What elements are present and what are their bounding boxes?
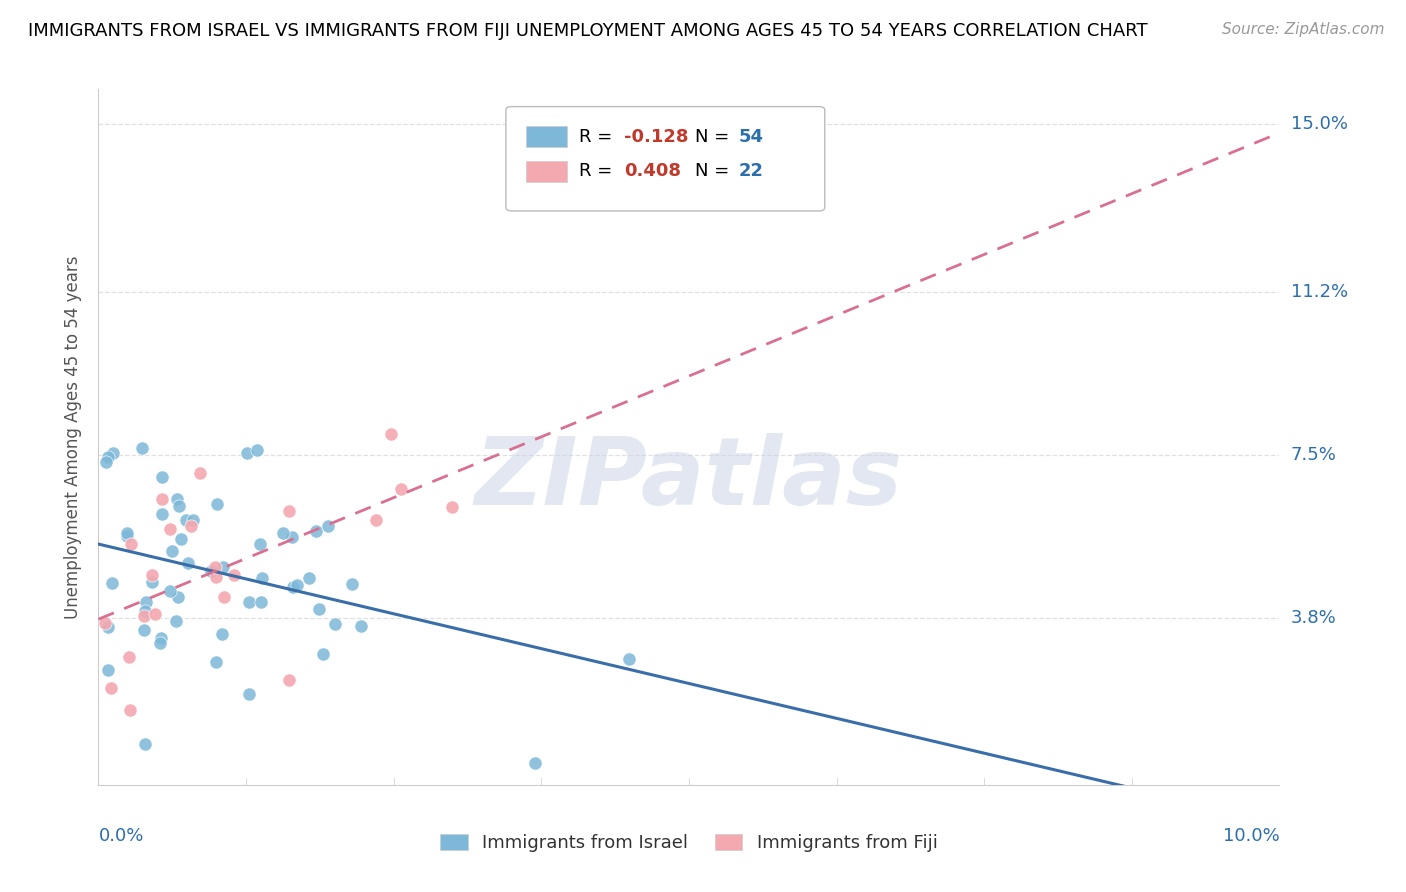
Point xyxy=(94,455,117,469)
Point xyxy=(205,570,228,584)
Point xyxy=(117,526,139,541)
Point xyxy=(350,619,373,633)
Point xyxy=(298,571,321,585)
Point xyxy=(312,648,335,662)
Point xyxy=(118,649,141,664)
Point xyxy=(97,450,120,465)
Point xyxy=(141,574,163,589)
Point xyxy=(250,595,273,609)
Point xyxy=(204,559,226,574)
Text: 3.8%: 3.8% xyxy=(1291,608,1336,626)
Point xyxy=(205,656,228,670)
FancyBboxPatch shape xyxy=(526,126,567,147)
Point xyxy=(150,492,173,507)
Point xyxy=(149,635,172,649)
Point xyxy=(160,544,183,558)
Point xyxy=(316,519,339,533)
Point xyxy=(273,525,295,540)
Y-axis label: Unemployment Among Ages 45 to 54 years: Unemployment Among Ages 45 to 54 years xyxy=(65,255,83,619)
Point xyxy=(101,576,124,591)
Text: R =: R = xyxy=(579,162,619,180)
Point xyxy=(280,530,302,544)
Point xyxy=(181,513,204,527)
Point xyxy=(131,441,153,455)
Text: IMMIGRANTS FROM ISRAEL VS IMMIGRANTS FROM FIJI UNEMPLOYMENT AMONG AGES 45 TO 54 : IMMIGRANTS FROM ISRAEL VS IMMIGRANTS FRO… xyxy=(28,22,1147,40)
Point xyxy=(188,466,211,480)
Point xyxy=(200,564,222,578)
Point xyxy=(277,504,299,518)
Point xyxy=(277,673,299,688)
Text: 54: 54 xyxy=(738,128,763,145)
Point xyxy=(134,737,156,751)
Point xyxy=(211,627,233,641)
Text: R =: R = xyxy=(579,128,619,145)
Point xyxy=(115,529,138,543)
Point xyxy=(150,507,173,521)
Point xyxy=(97,620,120,634)
Text: 15.0%: 15.0% xyxy=(1291,115,1347,134)
Legend: Immigrants from Israel, Immigrants from Fiji: Immigrants from Israel, Immigrants from … xyxy=(433,827,945,859)
Point xyxy=(132,608,155,623)
Point xyxy=(101,446,124,460)
Point xyxy=(166,492,188,507)
Point xyxy=(100,681,122,695)
Point xyxy=(238,595,260,609)
Text: ZIPatlas: ZIPatlas xyxy=(475,433,903,524)
Point xyxy=(281,580,304,594)
Text: N =: N = xyxy=(695,162,735,180)
Point xyxy=(212,590,235,604)
Point xyxy=(132,623,155,637)
Point xyxy=(308,601,330,615)
Point xyxy=(222,568,245,582)
Text: N =: N = xyxy=(695,128,735,145)
Point xyxy=(389,482,412,496)
Text: 7.5%: 7.5% xyxy=(1291,446,1337,464)
Point xyxy=(143,607,166,621)
Point xyxy=(441,500,464,515)
Point xyxy=(250,571,273,585)
Point xyxy=(246,443,269,458)
Point xyxy=(141,568,163,582)
Text: 0.408: 0.408 xyxy=(624,162,681,180)
Point xyxy=(159,522,181,536)
Point xyxy=(174,513,197,527)
Text: 11.2%: 11.2% xyxy=(1291,283,1348,301)
FancyBboxPatch shape xyxy=(506,106,825,211)
Point xyxy=(170,533,193,547)
Text: 0.0%: 0.0% xyxy=(98,827,143,845)
Point xyxy=(118,703,141,717)
Point xyxy=(523,756,546,770)
Point xyxy=(120,537,142,551)
Point xyxy=(380,427,402,442)
Point xyxy=(617,651,640,665)
Point xyxy=(167,499,190,513)
Point xyxy=(323,617,346,632)
Point xyxy=(366,513,388,527)
Text: 10.0%: 10.0% xyxy=(1223,827,1279,845)
Text: -0.128: -0.128 xyxy=(624,128,689,145)
Point xyxy=(167,590,190,604)
Text: 22: 22 xyxy=(738,162,763,180)
Point xyxy=(159,584,181,599)
Point xyxy=(207,497,229,511)
Point xyxy=(249,537,271,551)
Point xyxy=(150,469,173,483)
Point xyxy=(135,595,157,609)
Point xyxy=(94,615,117,630)
Point xyxy=(211,560,233,574)
Point xyxy=(305,524,328,538)
Text: Source: ZipAtlas.com: Source: ZipAtlas.com xyxy=(1222,22,1385,37)
Point xyxy=(149,631,172,645)
FancyBboxPatch shape xyxy=(526,161,567,182)
Point xyxy=(134,604,156,618)
Point xyxy=(236,446,259,460)
Point xyxy=(285,578,308,592)
Point xyxy=(238,687,260,701)
Point xyxy=(180,519,202,533)
Point xyxy=(340,576,363,591)
Point xyxy=(177,556,200,570)
Point xyxy=(165,614,187,628)
Point xyxy=(97,663,120,677)
